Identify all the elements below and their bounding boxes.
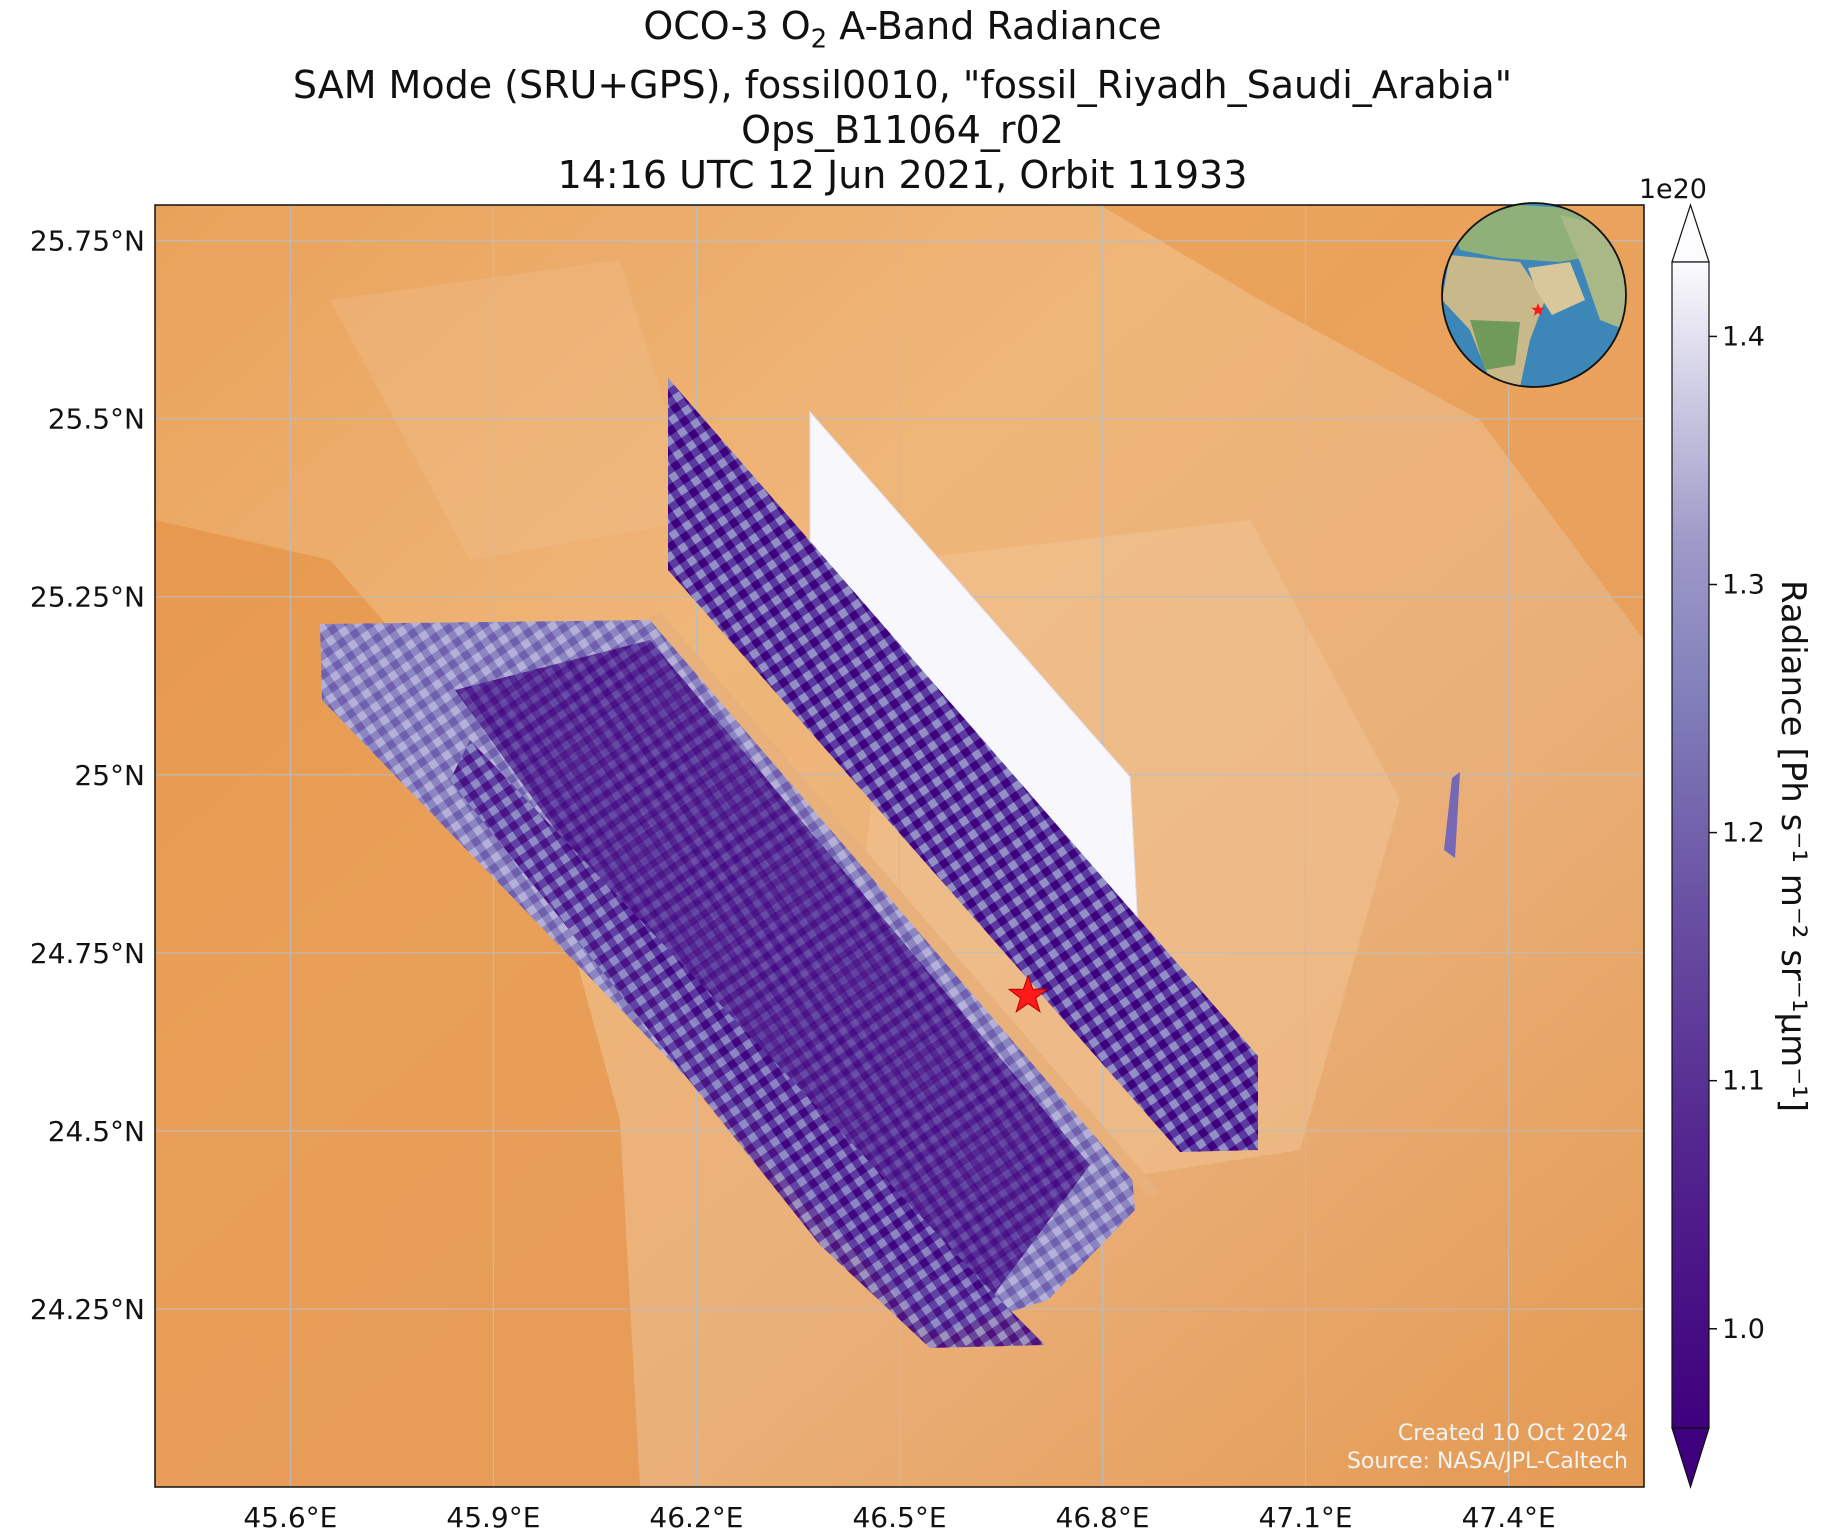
colorbar-multiplier: 1e20: [1639, 174, 1707, 205]
x-tick-label: 46.5°E: [852, 1501, 946, 1534]
x-axis-ticks: 45.6°E 45.9°E 46.2°E 46.5°E 46.8°E 47.1°E 47.4…: [243, 1501, 1555, 1534]
y-tick-label: 24.5°N: [48, 1115, 145, 1148]
y-tick-label: 25°N: [74, 759, 145, 792]
swath-north: [668, 378, 1258, 1152]
x-tick-label: 46.8°E: [1056, 1501, 1150, 1534]
x-tick-label: 45.6°E: [243, 1501, 337, 1534]
colorbar-tick-label: 1.2: [1722, 818, 1765, 849]
colorbar-body: [1671, 261, 1710, 1429]
title-line-3: Ops_B11064_r02: [741, 107, 1064, 152]
title-line-1: OCO-3 O2 A-Band Radiance: [643, 4, 1162, 55]
credit-source: Source: NASA/JPL-Caltech: [1347, 1449, 1628, 1474]
plateau-west: [330, 260, 700, 560]
globe-africa-green: [1470, 320, 1520, 370]
colorbar-extend-bottom: [1671, 1427, 1710, 1490]
map-frame: [154, 204, 1645, 1488]
colorbar-extend-top: [1671, 203, 1710, 263]
title-line-4: 14:16 UTC 12 Jun 2021, Orbit 11933: [557, 152, 1248, 197]
colorbar: 1.0 1.1 1.2 1.3 1.4 1e20 Radiance [Ph s⁻¹ m⁻…: [1639, 174, 1813, 1490]
globe-arabia: [1528, 262, 1585, 315]
colorbar-tick-label: 1.4: [1722, 321, 1765, 352]
colorbar-tick-label: 1.3: [1722, 570, 1765, 601]
y-tick-label: 25.5°N: [48, 403, 145, 436]
credit-created: Created 10 Oct 2024: [1398, 1421, 1628, 1446]
map-axes: [155, 205, 1644, 1487]
inset-globe: [1441, 202, 1627, 388]
figure-title: OCO-3 O2 A-Band Radiance SAM Mode (SRU+G…: [0, 4, 1805, 198]
colorbar-tick-label: 1.1: [1722, 1066, 1765, 1097]
x-tick-label: 47.4°E: [1462, 1501, 1556, 1534]
title-line-2: SAM Mode (SRU+GPS), fossil0010, "fossil_…: [292, 62, 1513, 107]
y-tick-label: 24.25°N: [30, 1293, 145, 1326]
swath-gap-stripe: [648, 612, 1160, 1198]
swath-south: [450, 740, 1045, 1348]
y-axis-ticks: 25.75°N 25.5°N 25.25°N 25°N 24.75°N 24.5°N 24.…: [30, 225, 145, 1326]
colorbar-label: Radiance [Ph s⁻¹ m⁻² sr⁻¹μm⁻¹]: [1773, 580, 1813, 1112]
swath-small-east: [1444, 772, 1460, 858]
x-tick-label: 47.1°E: [1259, 1501, 1353, 1534]
sand-dunes-band: [155, 520, 640, 1487]
globe-location-star: [1531, 303, 1545, 316]
swath-main-core: [455, 640, 1090, 1300]
globe-outline: [1441, 202, 1627, 388]
y-tick-label: 25.75°N: [30, 225, 145, 258]
y-tick-label: 25.25°N: [30, 581, 145, 614]
x-tick-label: 45.9°E: [446, 1501, 540, 1534]
colorbar-ticks: 1.0 1.1 1.2 1.3 1.4: [1709, 321, 1765, 1345]
target-star-marker: [1007, 974, 1049, 1013]
radiance-swaths: [320, 378, 1460, 1348]
y-tick-label: 24.75°N: [30, 937, 145, 970]
colorbar-tick-label: 1.0: [1722, 1314, 1765, 1345]
x-tick-label: 46.2°E: [649, 1501, 743, 1534]
